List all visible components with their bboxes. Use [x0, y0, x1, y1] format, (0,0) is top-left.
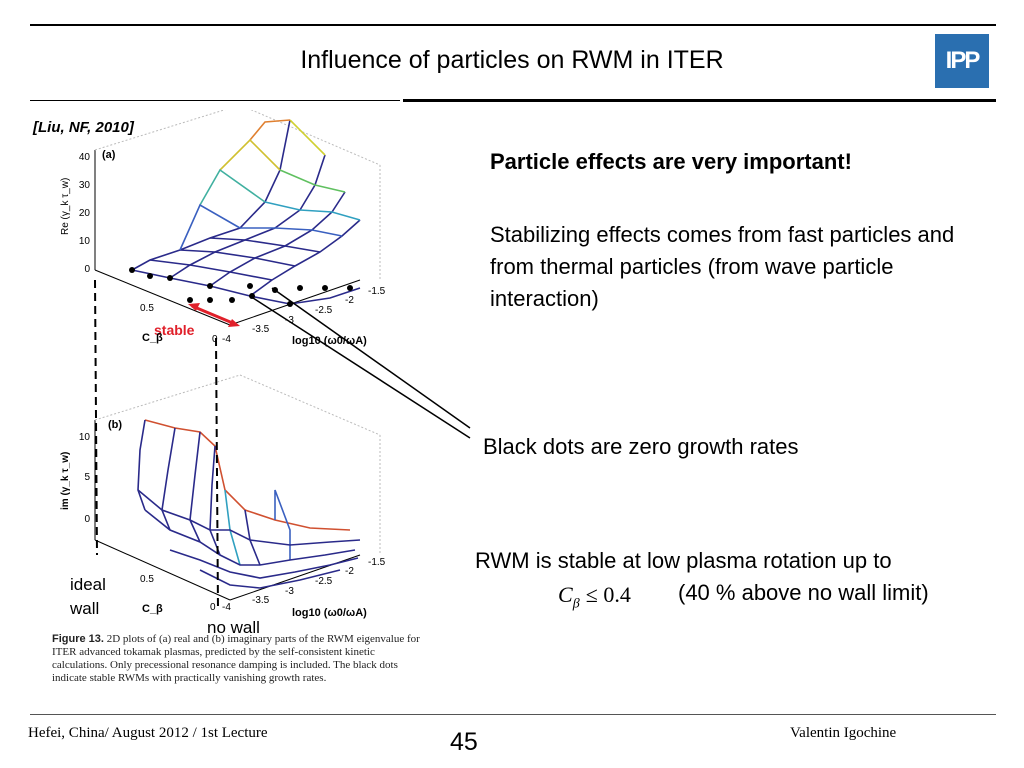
panel-b-ytick: -3 — [285, 586, 294, 597]
ideal-wall-line1: ideal — [70, 575, 106, 594]
panel-a-xlabel: C_β — [142, 332, 163, 344]
panel-b-ylabel: log10 (ω0/ωA) — [292, 607, 367, 619]
footer-rule — [30, 714, 996, 715]
panel-b-ytick: -2.5 — [315, 576, 333, 587]
panel-b-ytick: -3.5 — [252, 595, 270, 606]
rwm-figure: (a) 40 30 20 10 0 Re (γ_k τ_w) stable 0.… — [60, 110, 386, 619]
ideal-wall-line2: wall — [70, 599, 100, 618]
panel-a-xtick: 0 — [212, 334, 218, 345]
stable-arrow — [191, 304, 236, 326]
rwm-stability-note: RWM is stable at low plasma rotation up … — [475, 545, 995, 611]
no-wall-guide — [215, 337, 219, 611]
panel-a-ytick: -2.5 — [315, 305, 333, 316]
formula-rel: ≤ 0.4 — [585, 582, 631, 607]
panel-a-ztick: 20 — [79, 208, 91, 219]
slide-title: Influence of particles on RWM in ITER — [300, 46, 724, 74]
figure-caption: Figure 13. 2D plots of (a) real and (b) … — [52, 633, 422, 685]
key-message-heading: Particle effects are very important! — [490, 149, 852, 174]
panel-a-ytick: -2 — [345, 295, 354, 306]
panel-a-ytick: -4 — [222, 334, 231, 345]
footer-author: Valentin Igochine — [790, 725, 897, 741]
panel-a-zlabel: Re (γ_k τ_w) — [60, 178, 71, 235]
formula-sub: β — [572, 596, 580, 612]
panel-b-label: (b) — [108, 419, 122, 431]
panel-a-axes — [94, 110, 381, 326]
rwm-note-tail: (40 % above no wall limit) — [678, 580, 929, 605]
title-underline-thin — [30, 100, 400, 101]
formula-c: C — [558, 582, 573, 607]
title-underline-thick — [403, 99, 996, 102]
panel-b-xtick: 0 — [210, 602, 216, 613]
citation: [Liu, NF, 2010] — [33, 119, 134, 136]
rwm-formula: Cβ ≤ 0.4 — [558, 579, 631, 620]
panel-b-surface — [137, 419, 361, 589]
no-wall-label: no wall — [207, 618, 260, 637]
panel-a-ztick: 10 — [79, 236, 91, 247]
panel-b-ytick: -1.5 — [368, 557, 386, 568]
panel-b-ztick: 10 — [79, 432, 91, 443]
panel-b-ytick: -2 — [345, 566, 354, 577]
panel-b-ztick: 0 — [84, 514, 90, 525]
panel-a-ztick: 40 — [79, 152, 91, 163]
panel-a-ytick: -3 — [285, 315, 294, 326]
footer-venue: Hefei, China/ August 2012 / 1st Lecture — [28, 725, 268, 741]
ideal-wall-guide — [94, 279, 98, 556]
panel-a-label: (a) — [102, 149, 116, 161]
panel-b-ytick: -4 — [222, 602, 231, 613]
panel-a-ytick: -1.5 — [368, 286, 386, 297]
ipp-logo: IPP — [935, 34, 989, 88]
panel-a-ztick: 30 — [79, 180, 91, 191]
panel-a-ylabel: log10 (ω0/ωA) — [292, 335, 367, 347]
panel-a-xtick: 0.5 — [140, 303, 154, 314]
top-rule — [30, 24, 996, 26]
rwm-note-line1: RWM is stable at low plasma rotation up … — [475, 548, 892, 573]
panel-a-black-dots — [129, 267, 353, 307]
panel-b-xtick: 0.5 — [140, 574, 154, 585]
stable-label: stable — [154, 322, 195, 338]
panel-b-xlabel: C_β — [142, 603, 163, 615]
panel-b-ztick: 5 — [84, 472, 90, 483]
black-dots-note: Black dots are zero growth rates — [483, 434, 799, 459]
caption-text: 2D plots of (a) real and (b) imaginary p… — [52, 633, 420, 684]
caption-label: Figure 13. — [52, 633, 104, 645]
panel-b-zlabel: im (γ_k τ_w) — [60, 452, 71, 510]
page-number: 45 — [450, 728, 478, 756]
panel-a-ytick: -3.5 — [252, 324, 270, 335]
panel-a-ztick: 0 — [84, 264, 90, 275]
stabilizing-effects-text: Stabilizing effects comes from fast part… — [490, 222, 955, 311]
ideal-wall-label: ideal wall — [70, 573, 106, 621]
